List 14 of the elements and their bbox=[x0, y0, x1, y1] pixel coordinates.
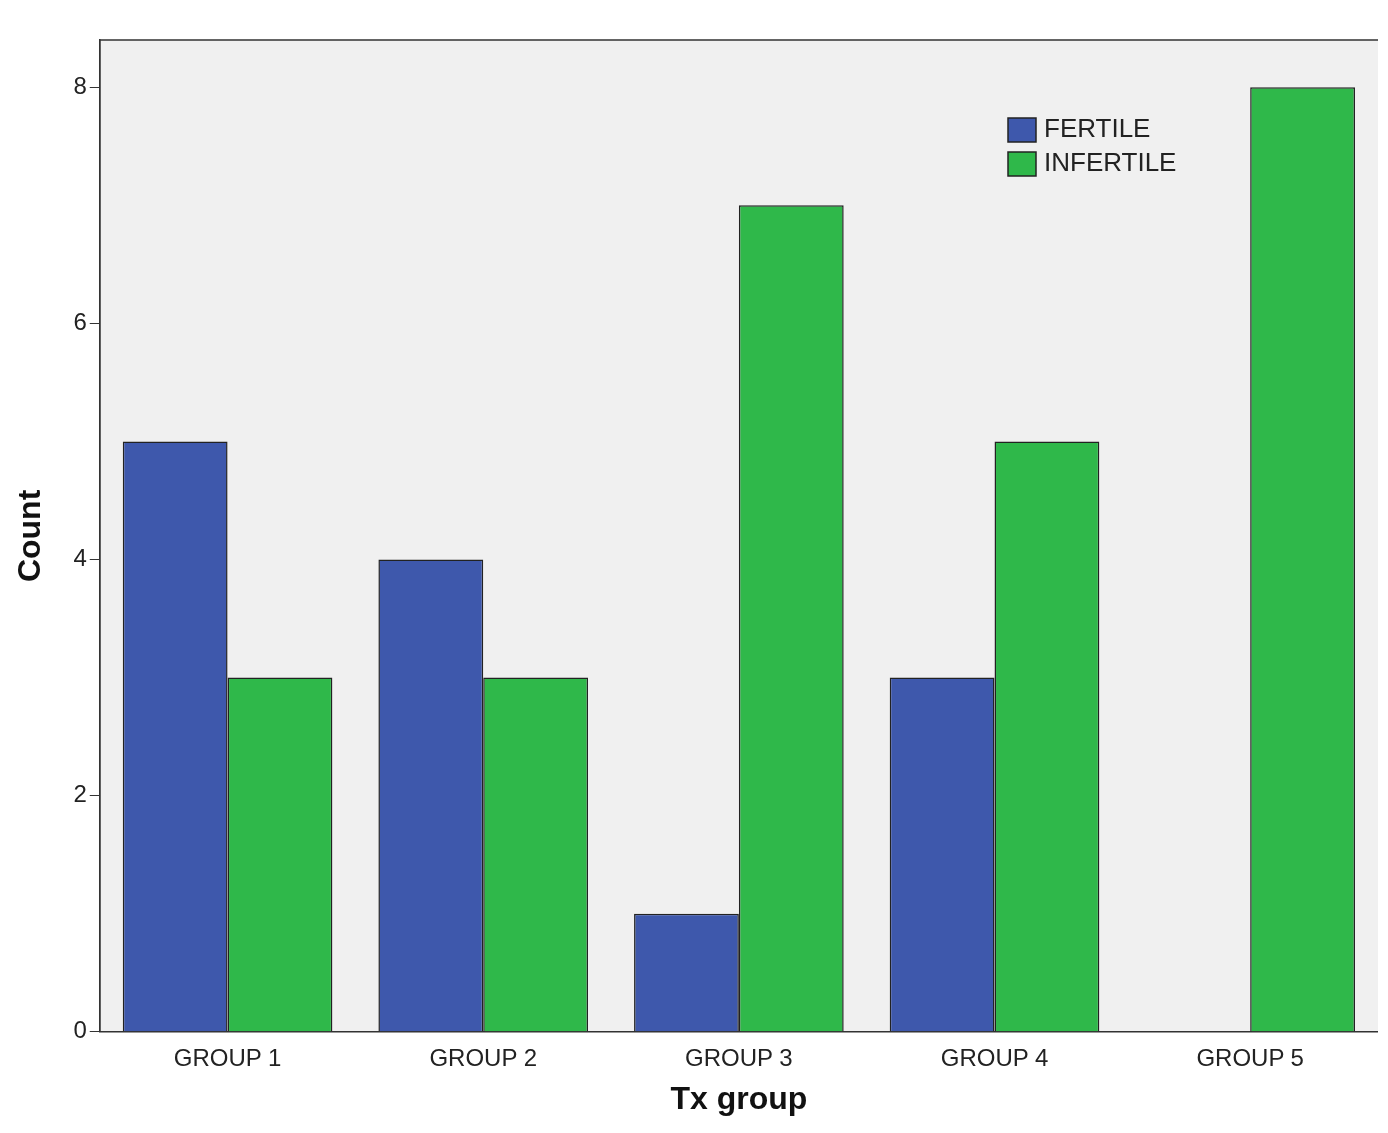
x-axis-title: Tx group bbox=[670, 1079, 808, 1116]
legend-label: FERTILE bbox=[1044, 113, 1151, 144]
x-tick-label: GROUP 4 bbox=[940, 1043, 1049, 1071]
y-tick-label: 4 bbox=[73, 544, 87, 572]
y-tick-label: 2 bbox=[73, 780, 87, 808]
y-tick-label: 0 bbox=[73, 1016, 87, 1044]
x-tick-label: GROUP 5 bbox=[1196, 1043, 1304, 1071]
y-tick-label: 8 bbox=[73, 71, 87, 99]
x-tick-label: GROUP 1 bbox=[173, 1043, 282, 1071]
legend-label: INFERTILE bbox=[1044, 147, 1177, 178]
x-tick-label: GROUP 2 bbox=[429, 1043, 538, 1071]
x-tick-label: GROUP 3 bbox=[685, 1043, 793, 1071]
y-axis-title: Count bbox=[11, 489, 48, 583]
y-tick-label: 6 bbox=[73, 308, 87, 335]
